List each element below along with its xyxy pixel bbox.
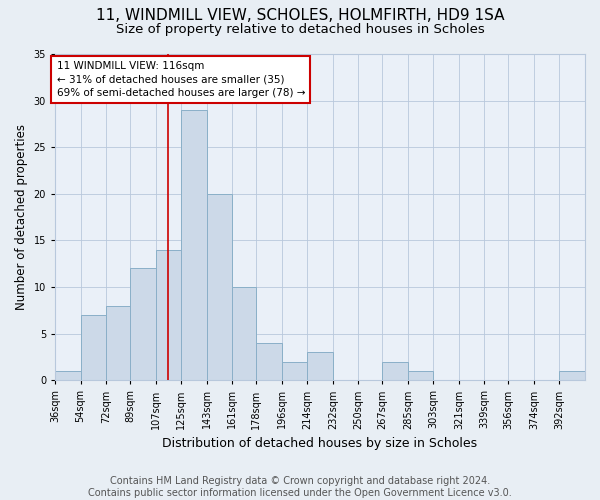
- X-axis label: Distribution of detached houses by size in Scholes: Distribution of detached houses by size …: [163, 437, 478, 450]
- Text: Contains HM Land Registry data © Crown copyright and database right 2024.
Contai: Contains HM Land Registry data © Crown c…: [88, 476, 512, 498]
- Bar: [55, 371, 80, 380]
- Bar: [382, 362, 408, 380]
- Text: 11, WINDMILL VIEW, SCHOLES, HOLMFIRTH, HD9 1SA: 11, WINDMILL VIEW, SCHOLES, HOLMFIRTH, H…: [96, 8, 504, 22]
- Bar: [256, 343, 282, 380]
- Bar: [307, 352, 333, 380]
- Bar: [232, 287, 256, 380]
- Bar: [106, 306, 130, 380]
- Bar: [181, 110, 206, 380]
- Text: Size of property relative to detached houses in Scholes: Size of property relative to detached ho…: [116, 22, 484, 36]
- Y-axis label: Number of detached properties: Number of detached properties: [15, 124, 28, 310]
- Bar: [408, 371, 433, 380]
- Bar: [282, 362, 307, 380]
- Bar: [130, 268, 155, 380]
- Text: 11 WINDMILL VIEW: 116sqm
← 31% of detached houses are smaller (35)
69% of semi-d: 11 WINDMILL VIEW: 116sqm ← 31% of detach…: [56, 62, 305, 98]
- Bar: [559, 371, 585, 380]
- Bar: [155, 250, 181, 380]
- Bar: [80, 315, 106, 380]
- Bar: [206, 194, 232, 380]
